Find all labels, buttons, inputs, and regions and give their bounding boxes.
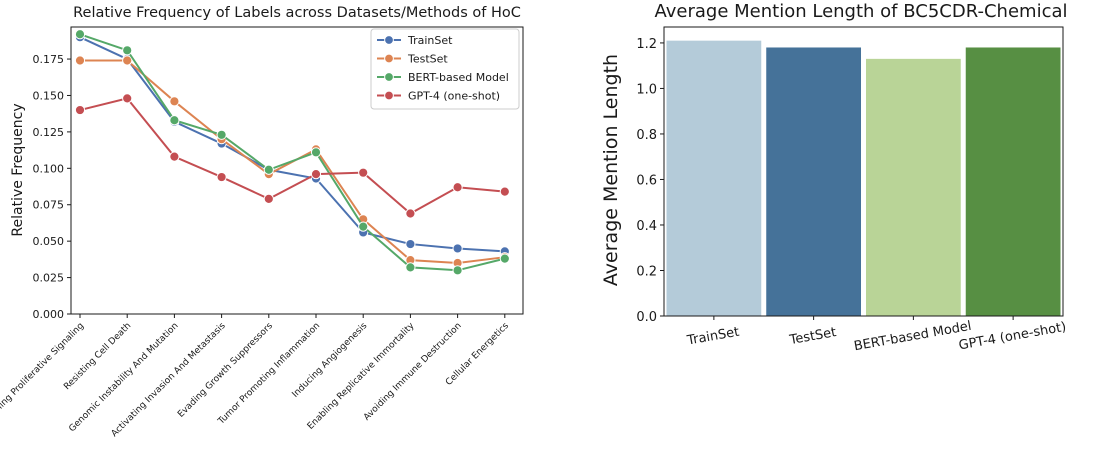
data-point (263, 193, 274, 205)
data-point (74, 104, 86, 116)
line-chart-title: Relative Frequency of Labels across Data… (73, 5, 521, 21)
line-chart-y-tick-label: 0.025 (33, 272, 65, 285)
data-point (216, 171, 227, 183)
line-chart-plot-frame (70, 26, 524, 315)
line-chart-x-tick-label: Tumor Promoting Inflammation (216, 321, 322, 427)
data-point (122, 93, 133, 104)
data-point (74, 29, 86, 40)
bar-chart-y-tick-label: 0.6 (636, 173, 657, 188)
legend-marker-swatch (384, 72, 394, 82)
line-chart-y-tick-label: 0.050 (33, 235, 65, 248)
series-line (79, 97, 505, 215)
bar (965, 47, 1061, 316)
legend-box (370, 28, 520, 110)
bar-chart-y-tick-label: 0.0 (636, 310, 657, 325)
data-point (358, 221, 369, 232)
bar-chart-y-tick-label: 1.2 (636, 37, 657, 52)
bar-chart-y-axis-label: Average Mention Length (600, 54, 622, 286)
legend-item: TrainSet (377, 34, 453, 47)
line-chart-y-tick-label: 0.150 (33, 89, 65, 102)
bar-chart: Average Mention Length of BC5CDR-Chemica… (600, 1, 1068, 354)
data-point (74, 55, 86, 66)
bar (766, 47, 862, 316)
data-point (452, 182, 463, 193)
legend-label: GPT-4 (one-shot) (408, 90, 500, 103)
legend-label: TrainSet (407, 34, 453, 47)
data-point (358, 167, 369, 178)
line-chart-x-tick-label: Evading Growth Suppressors (176, 321, 275, 420)
legend-marker-swatch (384, 90, 394, 101)
legend-item: TestSet (377, 53, 448, 66)
data-point (452, 265, 463, 276)
bar-chart-y-tick-label: 1.0 (636, 82, 657, 97)
bar-chart-x-tick-label: GPT-4 (one-shot) (958, 320, 1068, 354)
data-point (169, 151, 180, 162)
data-point (405, 238, 416, 250)
line-chart-x-tick-label: Avoiding Immune Destruction (362, 321, 464, 423)
data-point (405, 262, 416, 273)
data-point (216, 129, 227, 140)
bar-chart-y-tick-label: 0.4 (636, 219, 657, 234)
series-line (79, 36, 505, 253)
data-point (452, 243, 463, 254)
bar-chart-x-tick-label: BERT-based Model (853, 319, 973, 354)
line-chart-y-tick-label: 0.000 (33, 308, 65, 321)
line-chart-y-tick-label: 0.100 (33, 162, 65, 175)
legend-item: GPT-4 (one-shot) (377, 90, 500, 103)
bar-chart-plot-frame (663, 26, 1064, 317)
line-chart: Relative Frequency of Labels across Data… (0, 5, 524, 439)
bar-chart-y-tick-label: 0.2 (636, 264, 657, 279)
line-chart-legend: TrainSet TestSet BERT-based Model GPT-4 (on… (370, 28, 520, 110)
bar-chart-y-tick-label: 0.8 (636, 128, 657, 143)
data-point (310, 147, 322, 158)
bar-chart-x-tick-label: TestSet (788, 325, 838, 348)
bar-chart-title: Average Mention Length of BC5CDR-Chemica… (655, 1, 1068, 22)
line-series (74, 93, 510, 219)
data-point (122, 55, 133, 66)
line-series (74, 29, 510, 276)
line-chart-y-axis-label: Relative Frequency (10, 103, 26, 236)
data-point (310, 169, 322, 180)
bar-chart-x-tick-label: TrainSet (685, 325, 740, 349)
data-point (263, 164, 274, 175)
series-line (79, 33, 506, 272)
bar (865, 58, 961, 316)
line-chart-y-tick-label: 0.075 (33, 199, 65, 212)
data-point (405, 208, 416, 219)
legend-marker-swatch (384, 53, 394, 64)
legend-label: BERT-based Model (408, 71, 509, 84)
data-point (499, 186, 510, 197)
legend-item: BERT-based Model (377, 71, 509, 84)
legend-marker-swatch (384, 35, 394, 45)
bar (666, 40, 762, 317)
line-chart-y-tick-label: 0.125 (33, 126, 65, 139)
legend-label: TestSet (407, 53, 448, 66)
data-point (122, 45, 133, 56)
line-chart-y-tick-label: 0.175 (33, 53, 65, 66)
data-point (169, 96, 180, 107)
data-point (169, 115, 180, 126)
data-point (499, 253, 510, 264)
